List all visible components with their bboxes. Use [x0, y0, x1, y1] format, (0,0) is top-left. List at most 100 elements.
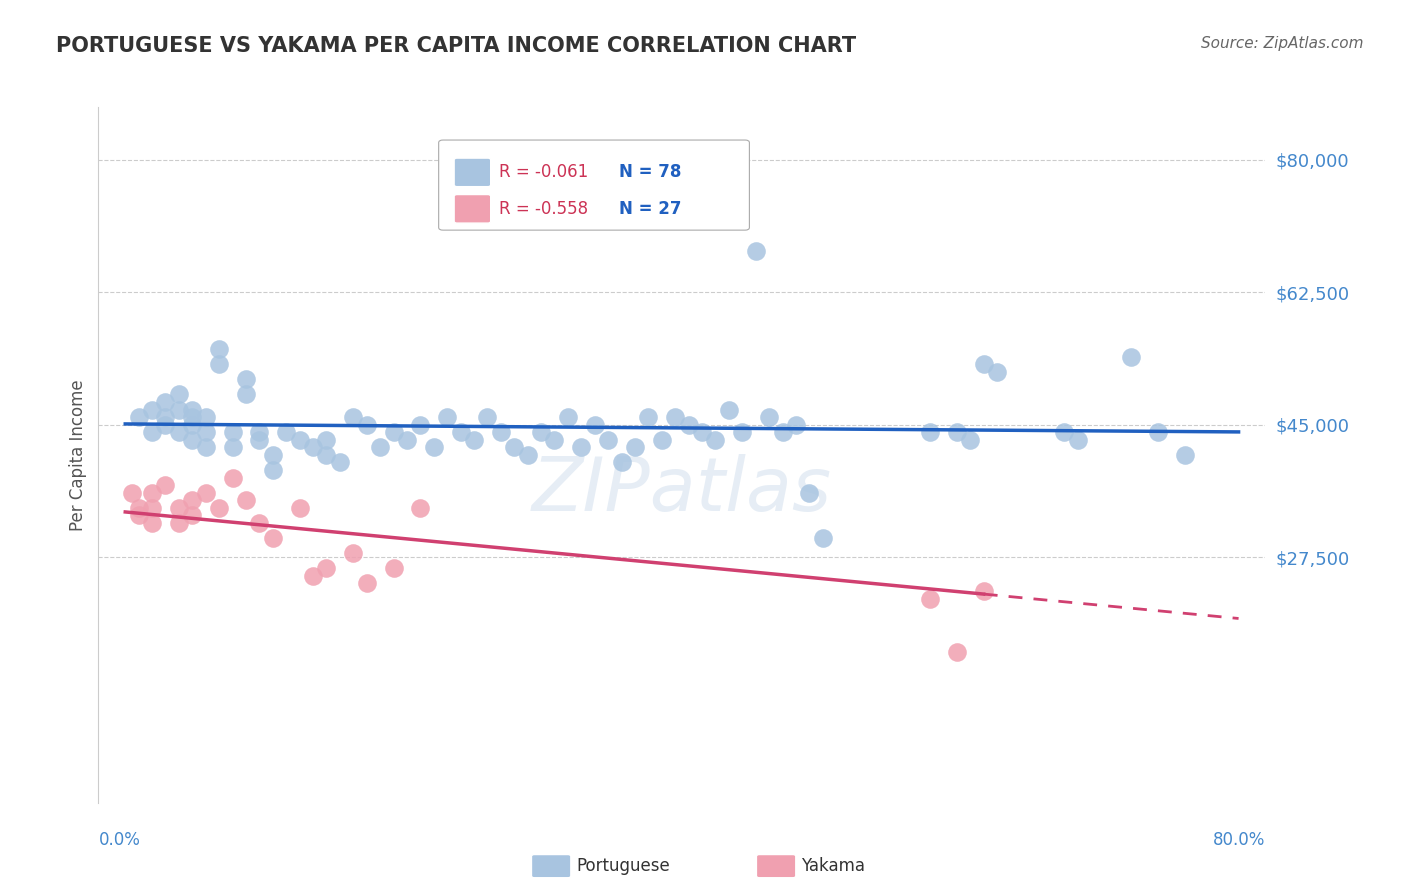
Point: [247, 516, 270, 530]
Point: [758, 410, 780, 425]
Text: N = 27: N = 27: [619, 200, 681, 218]
Point: [276, 425, 298, 440]
Point: [181, 410, 204, 425]
Point: [651, 433, 673, 447]
Point: [194, 441, 217, 455]
Point: [436, 410, 458, 425]
Point: [302, 441, 325, 455]
Point: [637, 410, 659, 425]
Text: Source: ZipAtlas.com: Source: ZipAtlas.com: [1201, 36, 1364, 51]
Point: [288, 433, 311, 447]
Point: [167, 425, 190, 440]
Point: [208, 342, 231, 356]
Point: [610, 455, 633, 469]
Point: [315, 561, 337, 575]
Point: [141, 402, 163, 417]
Point: [731, 425, 754, 440]
Text: Yakama: Yakama: [801, 857, 866, 875]
Point: [664, 410, 686, 425]
Point: [489, 425, 512, 440]
Point: [194, 425, 217, 440]
Point: [262, 531, 284, 545]
Point: [181, 508, 204, 523]
Point: [704, 433, 727, 447]
Point: [918, 425, 941, 440]
Point: [167, 402, 190, 417]
Point: [409, 500, 432, 515]
Point: [356, 417, 378, 432]
Point: [382, 561, 405, 575]
Point: [141, 500, 163, 515]
Point: [181, 493, 204, 508]
Point: [181, 417, 204, 432]
Point: [973, 584, 995, 599]
Point: [946, 644, 969, 658]
Point: [368, 441, 391, 455]
Point: [986, 365, 1008, 379]
Point: [450, 425, 472, 440]
Point: [1121, 350, 1143, 364]
Point: [395, 433, 418, 447]
Point: [221, 470, 243, 484]
Point: [1147, 425, 1170, 440]
Point: [141, 425, 163, 440]
Point: [811, 531, 834, 545]
Point: [141, 485, 163, 500]
Point: [288, 500, 311, 515]
Point: [155, 410, 177, 425]
Text: 0.0%: 0.0%: [98, 830, 141, 848]
Point: [409, 417, 432, 432]
Point: [973, 357, 995, 371]
Point: [128, 508, 150, 523]
Point: [155, 417, 177, 432]
Point: [342, 546, 364, 560]
Point: [262, 463, 284, 477]
Point: [959, 433, 981, 447]
Text: N = 78: N = 78: [619, 163, 681, 181]
Point: [946, 425, 969, 440]
Point: [181, 402, 204, 417]
Point: [690, 425, 713, 440]
Point: [315, 433, 337, 447]
Point: [194, 485, 217, 500]
Point: [128, 500, 150, 515]
Point: [382, 425, 405, 440]
Point: [583, 417, 606, 432]
Point: [624, 441, 647, 455]
Point: [557, 410, 579, 425]
Text: R = -0.558: R = -0.558: [499, 200, 588, 218]
Point: [262, 448, 284, 462]
Point: [208, 500, 231, 515]
Text: ZIPatlas: ZIPatlas: [531, 454, 832, 525]
Point: [208, 357, 231, 371]
Text: R = -0.061: R = -0.061: [499, 163, 588, 181]
Point: [167, 500, 190, 515]
Point: [516, 448, 538, 462]
Point: [235, 372, 257, 386]
Point: [141, 516, 163, 530]
Point: [194, 410, 217, 425]
Point: [247, 433, 270, 447]
Point: [543, 433, 565, 447]
Point: [1174, 448, 1197, 462]
Point: [785, 417, 807, 432]
Point: [717, 402, 740, 417]
Point: [221, 425, 243, 440]
Point: [530, 425, 553, 440]
Point: [247, 425, 270, 440]
Point: [235, 387, 257, 401]
Text: PORTUGUESE VS YAKAMA PER CAPITA INCOME CORRELATION CHART: PORTUGUESE VS YAKAMA PER CAPITA INCOME C…: [56, 36, 856, 55]
Point: [155, 395, 177, 409]
Point: [1053, 425, 1076, 440]
Point: [423, 441, 446, 455]
Text: 80.0%: 80.0%: [1213, 830, 1265, 848]
Point: [329, 455, 352, 469]
Point: [235, 493, 257, 508]
Y-axis label: Per Capita Income: Per Capita Income: [69, 379, 87, 531]
Point: [121, 485, 143, 500]
Point: [167, 387, 190, 401]
Point: [1066, 433, 1088, 447]
Point: [598, 433, 620, 447]
Point: [918, 591, 941, 606]
Point: [799, 485, 821, 500]
